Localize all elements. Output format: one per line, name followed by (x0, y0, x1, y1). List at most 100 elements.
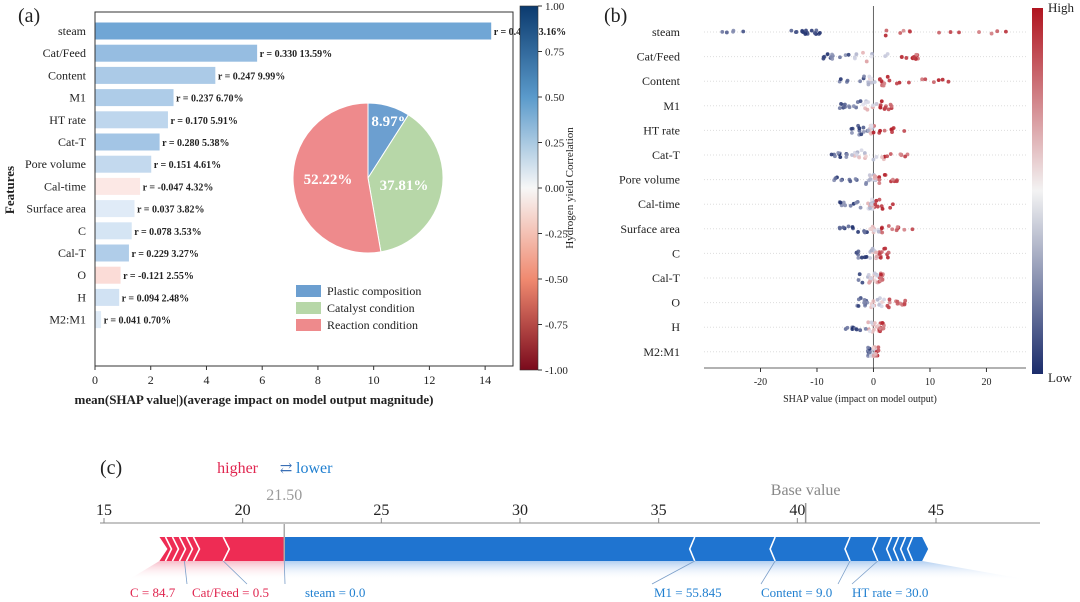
legend-label: Plastic composition (327, 284, 421, 298)
colorbar-tick-label: 1.00 (545, 1, 565, 13)
x-axis-label: mean(SHAP value|)(average impact on mode… (75, 392, 434, 407)
bar-annotation: r = 0.280 5.38% (162, 138, 229, 149)
shap-dot (871, 103, 875, 108)
label-connector (837, 560, 851, 585)
feature-value-colorbar (1032, 8, 1043, 374)
force-feature-label: steam = 0.0 (305, 585, 365, 600)
shap-dot (837, 225, 842, 230)
shap-dot (874, 155, 879, 159)
bar-surface-area (95, 200, 135, 218)
shap-dot (907, 80, 911, 85)
feature-label: H (671, 320, 680, 334)
shap-dot (844, 155, 849, 159)
shap-dot (856, 304, 861, 308)
shap-dot (899, 55, 904, 59)
colorbar-tick-label: -0.50 (545, 274, 568, 286)
bar-annotations: r = 0.482 33.16%r = 0.330 13.59%r = 0.24… (104, 27, 567, 327)
shap-dot (911, 55, 916, 60)
shap-dot (856, 249, 861, 254)
blue-segment-divider (688, 536, 696, 562)
force-feature-label: HT rate = 30.0 (852, 585, 928, 600)
shap-dot (880, 321, 885, 325)
shap-dot (903, 298, 908, 303)
shap-dot (809, 28, 814, 33)
shap-dot (885, 303, 890, 308)
shap-dot (857, 272, 862, 277)
blue-chevron (906, 536, 914, 562)
x-tick-label: 12 (423, 373, 435, 387)
shap-dot (837, 106, 842, 111)
axis-tick-label: 40 (789, 502, 805, 519)
blue-chevron (885, 536, 893, 562)
feature-label: Cal-T (58, 246, 87, 260)
shap-dot (866, 345, 870, 350)
shap-dot (874, 198, 879, 203)
shap-dot (848, 203, 853, 208)
shap-dot (789, 28, 794, 33)
force-labels: C = 84.7 Cat/Feed = 0.5 steam = 0.0 M1 = 55… (130, 560, 928, 600)
shap-dot (936, 78, 941, 83)
feature-label: Content (48, 68, 87, 82)
bar-m2-m1 (95, 311, 102, 329)
shap-dot (859, 148, 864, 153)
x-ticks: 0 2 4 6 8 10 12 14 (92, 366, 491, 387)
shap-dot (878, 255, 883, 260)
shap-dot (854, 152, 859, 157)
shap-dot (879, 99, 884, 104)
shap-dot (872, 174, 877, 178)
shap-dot (869, 320, 874, 325)
shap-dot (870, 202, 874, 207)
shap-dot (874, 254, 879, 259)
shap-dot (848, 179, 853, 184)
shap-dot (880, 277, 885, 282)
shap-dot (863, 154, 868, 159)
shap-dot (887, 78, 892, 83)
shap-dot (867, 329, 872, 334)
x-axis-label: SHAP value (impact on model output) (783, 394, 937, 405)
shap-dot (857, 155, 862, 160)
red-force-bar (159, 537, 285, 561)
blue-shadow (284, 561, 1030, 580)
shap-dot (920, 77, 925, 82)
shap-dot (894, 228, 899, 233)
shap-dot (833, 176, 838, 181)
shap-dot (856, 297, 861, 302)
label-connector (651, 560, 695, 585)
shap-dot (856, 255, 861, 260)
bar-steam (95, 22, 492, 40)
x-tick-label: 0 (92, 373, 98, 387)
force-axis-ticks: 15 20 25 30 35 40 45 (96, 502, 944, 523)
shap-dot (885, 74, 890, 79)
shap-dot (870, 246, 875, 251)
x-ticks: -20 -10 0 10 20 (754, 368, 991, 388)
shap-dot (895, 301, 900, 306)
shap-dot (868, 206, 872, 210)
shap-dot (862, 297, 867, 302)
shap-dot (741, 29, 746, 34)
shap-dot (946, 79, 951, 84)
feature-label: Cat-T (58, 135, 87, 149)
x-tick-label: 10 (368, 373, 380, 387)
colorbar-ticks: 1.00 0.75 0.50 0.25 0.00 -0.25 -0.50 -0.75 -1.00 (538, 1, 568, 377)
bar-annotation: r = 0.078 3.53% (134, 227, 201, 238)
feature-label: M1 (69, 91, 86, 105)
shap-dot (861, 50, 865, 55)
shap-dot (720, 29, 725, 34)
shap-dot (846, 52, 851, 57)
feature-label: Cal-time (44, 179, 86, 193)
shap-dot (724, 30, 729, 35)
bar-annotation: r = 0.151 4.61% (154, 160, 221, 171)
feature-label: M2:M1 (643, 345, 680, 359)
bar-pore-volume (95, 155, 152, 173)
feature-label: Cal-time (638, 197, 680, 211)
shap-dot (843, 203, 848, 208)
shap-dot (854, 200, 859, 205)
shap-dot (860, 280, 865, 285)
bar-cal-t (95, 244, 129, 262)
shap-dot (858, 99, 863, 104)
label-connector (184, 560, 188, 585)
shap-dot (895, 225, 900, 229)
feature-label: HT rate (49, 113, 86, 127)
shap-dot (882, 172, 887, 177)
